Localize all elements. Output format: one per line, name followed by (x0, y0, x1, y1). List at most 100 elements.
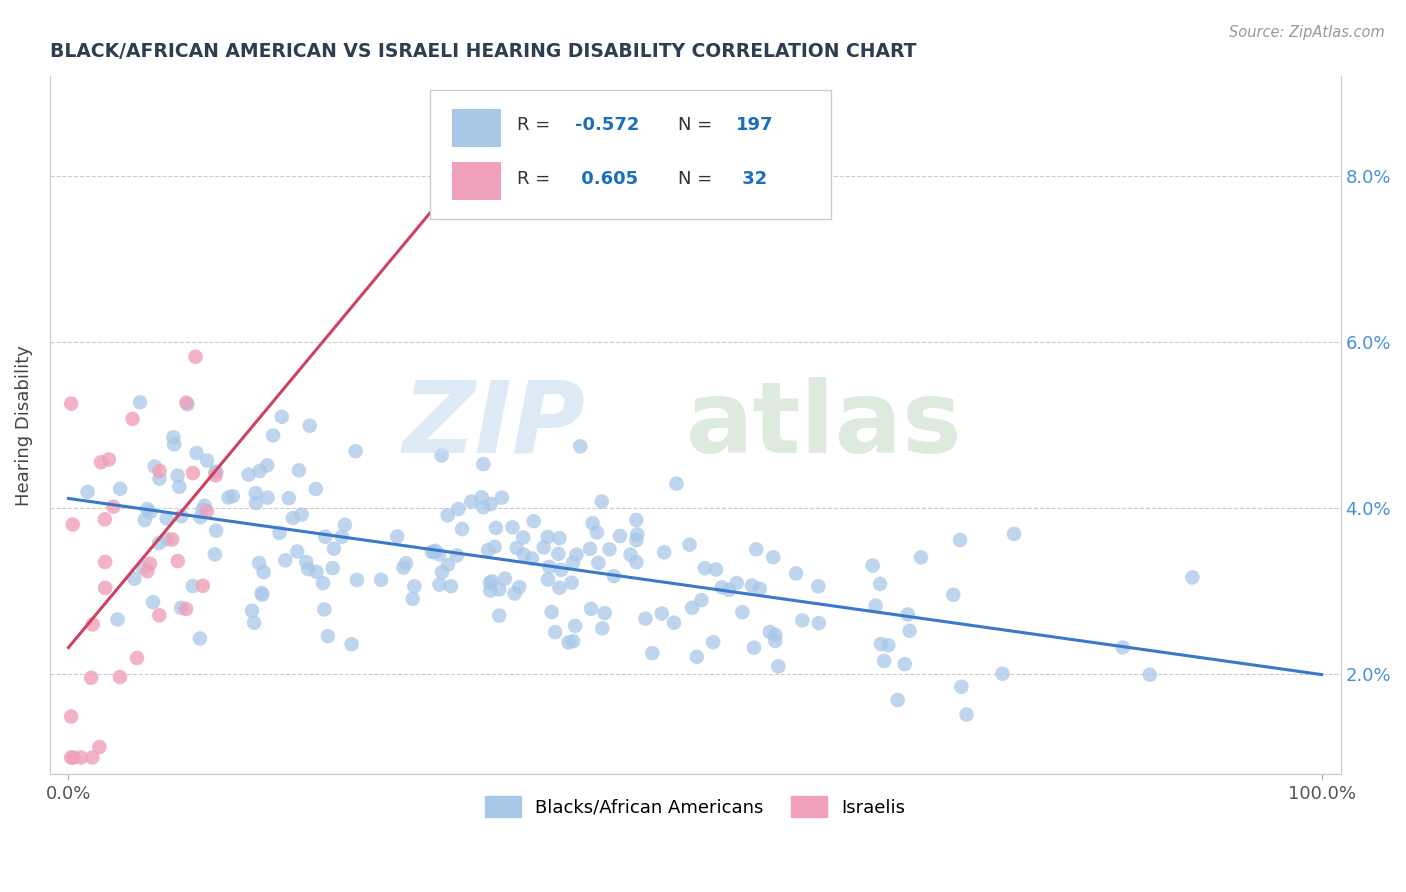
Point (741, 578, 763, 592)
Text: atlas: atlas (686, 376, 963, 474)
Point (402, 591, 425, 606)
Text: Source: ZipAtlas.com: Source: ZipAtlas.com (1229, 25, 1385, 40)
Point (90, 455, 112, 469)
Point (314, 602, 336, 616)
Point (1112, 640, 1135, 655)
Point (472, 500, 495, 515)
Point (247, 556, 270, 570)
Point (285, 544, 308, 558)
Point (564, 619, 586, 633)
Point (472, 457, 495, 471)
Point (877, 638, 900, 652)
Point (170, 600, 193, 615)
Point (256, 458, 278, 473)
Point (305, 482, 328, 496)
Point (139, 505, 162, 519)
Point (603, 569, 626, 583)
Point (69, 750, 91, 764)
Point (479, 583, 502, 598)
Point (488, 582, 510, 597)
Point (503, 586, 526, 600)
Point (312, 576, 335, 591)
Point (181, 579, 204, 593)
Point (440, 579, 463, 593)
Point (477, 543, 499, 558)
Point (569, 439, 592, 453)
Point (186, 446, 208, 460)
Point (641, 646, 664, 660)
Point (148, 608, 170, 623)
Point (204, 547, 226, 561)
Point (423, 545, 446, 559)
Point (538, 560, 561, 574)
Point (163, 437, 186, 451)
Point (949, 533, 972, 547)
Point (430, 566, 453, 580)
Point (763, 634, 786, 648)
Point (704, 562, 727, 576)
Point (494, 572, 516, 586)
Point (316, 629, 339, 643)
Bar (453, 162, 502, 201)
Point (547, 547, 569, 561)
Point (195, 504, 218, 518)
Point (340, 637, 363, 651)
Point (322, 561, 344, 575)
Point (491, 491, 513, 505)
Point (785, 566, 807, 581)
Point (544, 625, 567, 640)
Point (897, 607, 920, 622)
Point (565, 548, 588, 562)
Point (512, 531, 534, 545)
Point (446, 549, 468, 563)
Point (436, 508, 458, 523)
Point (665, 476, 688, 491)
Point (873, 654, 896, 668)
Point (561, 575, 583, 590)
Point (121, 412, 143, 426)
Point (460, 494, 482, 508)
Point (626, 527, 648, 541)
Point (385, 529, 408, 543)
Point (430, 449, 453, 463)
Point (548, 531, 571, 545)
Point (166, 468, 188, 483)
Point (181, 466, 204, 480)
Point (160, 533, 183, 547)
Point (62, 517, 84, 532)
Point (807, 616, 830, 631)
Point (156, 533, 179, 547)
Point (139, 557, 162, 571)
Point (710, 580, 733, 594)
Point (447, 502, 470, 516)
Point (195, 453, 218, 467)
Text: 0.605: 0.605 (575, 170, 638, 188)
Point (731, 605, 754, 619)
Point (205, 524, 228, 538)
Point (548, 581, 571, 595)
Point (681, 600, 703, 615)
Point (662, 615, 685, 630)
Point (870, 637, 893, 651)
Point (537, 530, 560, 544)
Point (89, 739, 111, 754)
Bar (453, 109, 502, 147)
Point (898, 624, 921, 638)
Point (437, 558, 460, 572)
Point (540, 605, 562, 619)
Point (619, 548, 641, 562)
Point (82, 617, 104, 632)
Point (108, 482, 131, 496)
Point (205, 465, 228, 479)
Point (190, 510, 212, 524)
Point (1002, 527, 1025, 541)
Point (176, 396, 198, 410)
Point (862, 558, 884, 573)
Text: 32: 32 (737, 170, 768, 188)
Point (132, 561, 155, 575)
Point (651, 607, 673, 621)
Point (523, 514, 546, 528)
Point (136, 564, 159, 578)
Point (176, 397, 198, 411)
Point (281, 511, 304, 525)
